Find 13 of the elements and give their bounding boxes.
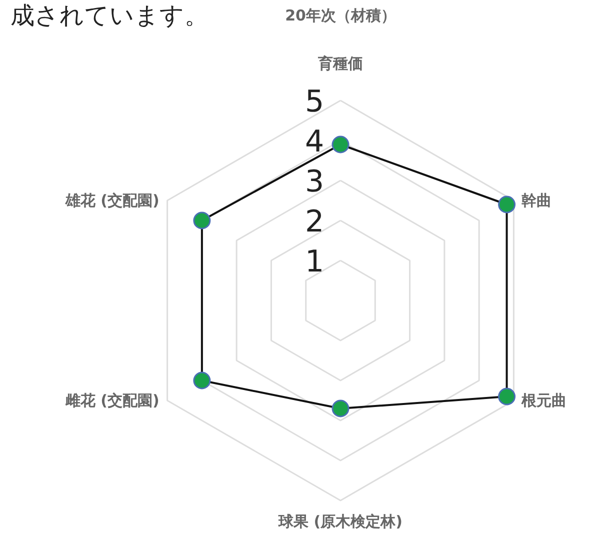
y-tick-label: 2 [304, 204, 324, 240]
text: 成されています。 [10, 2, 208, 30]
spoke-label: 育種価 [317, 54, 363, 72]
y-tick-label: 1 [304, 244, 324, 280]
chart-title: 20年次（材積） [285, 6, 396, 24]
y-tick-label: 4 [304, 124, 324, 160]
y-tick-label: 5 [304, 84, 324, 120]
spoke-label: 根元曲 [520, 392, 567, 410]
spoke-label: 幹曲 [522, 192, 552, 210]
y-tick-label: 3 [304, 164, 324, 200]
spoke-label: 雌花 (交配園) [64, 392, 160, 410]
spoke-label: 球果 (原木検定林) [278, 512, 402, 530]
spoke-label: 雄花 (交配園) [64, 192, 160, 210]
